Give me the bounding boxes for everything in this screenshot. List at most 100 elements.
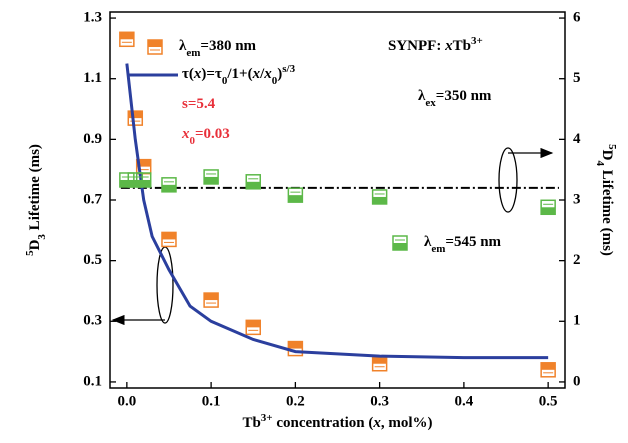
legend-label-part: )=τ: [201, 66, 222, 82]
legend-label-part: τ(: [182, 66, 194, 82]
point-fill: [128, 179, 143, 187]
legend-label-part: em: [186, 47, 200, 59]
x-tick-label: 0.1: [202, 393, 221, 409]
annotation: s=5.4: [182, 96, 216, 112]
point: [287, 187, 304, 203]
y2-axis-label-part: D: [599, 150, 615, 161]
point: [540, 199, 556, 216]
point: [203, 169, 219, 185]
point-fill: [136, 179, 151, 187]
point-fill: [288, 195, 303, 203]
point: [127, 110, 144, 126]
y2-tick-label: 1: [573, 313, 581, 329]
annotation-part: x: [181, 126, 190, 142]
y-tick-label: 0.1: [83, 373, 102, 389]
point-fill: [119, 32, 134, 40]
point-fill: [204, 176, 219, 184]
annotation-part: λ: [418, 88, 426, 104]
point: [161, 177, 177, 193]
annotation: SYNPF: xTb3+: [388, 35, 483, 55]
axis-ellipse: [156, 246, 174, 324]
point: [135, 172, 152, 188]
y-tick-label: 0.7: [83, 191, 102, 207]
annotation: x0=0.03: [181, 126, 230, 146]
point: [540, 362, 556, 378]
legend-label-part: /1+(: [226, 66, 252, 82]
point-fill: [136, 159, 151, 167]
y2-axis-label-part: Lifetime (ms): [599, 166, 615, 256]
legend-label-part: /: [259, 66, 265, 82]
x-tick-label: 0.2: [286, 393, 305, 409]
legend-label-part: em: [431, 243, 445, 255]
x-axis-label-part: x: [372, 415, 381, 431]
point-fill: [161, 232, 176, 240]
annotation-part: SYNPF:: [388, 38, 445, 54]
legend-label-part: =380 nm: [200, 38, 256, 54]
x-axis-label-part: Tb: [242, 415, 260, 431]
y-tick-label: 0.5: [83, 252, 102, 268]
legend-label: λem=545 nm: [424, 234, 502, 254]
legend-label-part: s/3: [282, 63, 295, 75]
y-tick-label: 1.1: [83, 70, 102, 86]
annotation-part: 0: [190, 135, 196, 147]
legend-label-part: λ: [179, 38, 187, 54]
point-fill: [128, 111, 143, 119]
annotation-part: 3+: [471, 35, 483, 47]
point-fill: [288, 341, 303, 349]
y-axis-label-part: 5: [24, 250, 36, 256]
legend-marker: [392, 235, 408, 251]
x-tick-label: 0.5: [539, 393, 558, 409]
legend-label-part: λ: [424, 234, 432, 250]
annotation-part: =350 nm: [436, 88, 492, 104]
annotation-part: =0.03: [195, 126, 230, 142]
legend-label: τ(x)=τ0/1+(x/x0)s/3: [182, 63, 296, 87]
annotation-part: Tb: [453, 38, 471, 54]
y2-tick-label: 0: [573, 373, 581, 389]
y2-tick-label: 6: [573, 10, 581, 26]
point-fill: [119, 179, 134, 187]
axis-ellipse: [498, 147, 518, 213]
legend-label-part: 0: [222, 75, 228, 87]
point-fill: [541, 362, 556, 370]
legend-label-part: x: [263, 66, 272, 82]
point: [119, 31, 135, 48]
y-tick-label: 1.3: [83, 10, 102, 26]
x-tick-label: 0.3: [370, 393, 389, 409]
x-axis-label-part: 3+: [261, 412, 273, 424]
y2-axis-label: 5D4 Lifetime (ms): [594, 144, 618, 256]
x-tick-label: 0.0: [117, 393, 136, 409]
y-axis-label-part: Lifetime (ms): [27, 144, 43, 234]
point-fill: [372, 356, 387, 364]
y2-tick-label: 4: [573, 131, 581, 147]
point: [203, 292, 219, 308]
legend-label-part: =545 nm: [445, 234, 501, 250]
point: [161, 231, 177, 248]
point: [245, 319, 261, 336]
fit-curve: [125, 63, 549, 360]
annotation: λex=350 nm: [418, 88, 492, 108]
legend-label-part: x: [193, 66, 202, 82]
legend-marker: [147, 39, 163, 55]
plot-frame: [109, 11, 566, 389]
point: [371, 189, 388, 205]
y-axis-label-part: 3: [36, 234, 48, 240]
legend-label-part: 0: [272, 75, 278, 87]
point-fill: [246, 320, 261, 328]
y2-axis-label-part: 5: [606, 144, 618, 150]
point-fill: [541, 207, 556, 215]
point-fill: [246, 181, 261, 189]
point-fill: [372, 196, 387, 204]
y-axis-label: 5D3 Lifetime (ms): [24, 144, 48, 256]
legend-label-part: ): [277, 66, 282, 82]
x-tick-label: 0.4: [455, 393, 474, 409]
point: [245, 174, 261, 190]
x-axis-label-part: , mol%): [381, 415, 433, 431]
x-axis-label: Tb3+ concentration (x, mol%): [242, 412, 432, 432]
annotation-part: ex: [425, 97, 436, 109]
legend-marker-fill: [393, 243, 407, 250]
y-axis-label-part: D: [27, 239, 43, 250]
y2-tick-label: 2: [573, 252, 581, 268]
legend-marker-fill: [148, 40, 162, 47]
